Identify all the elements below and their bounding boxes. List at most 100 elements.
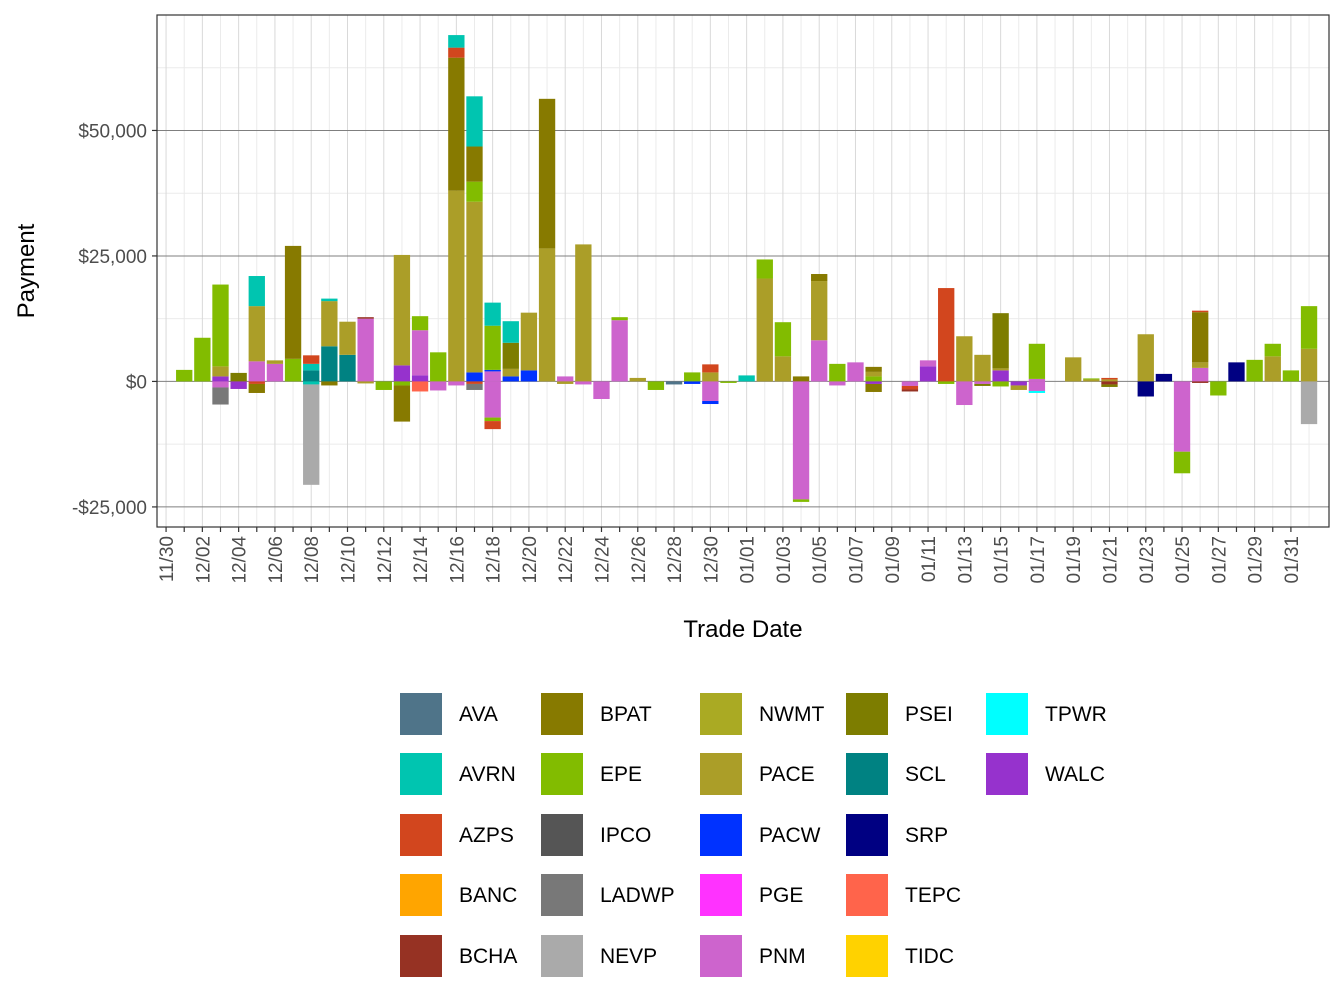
legend-label: IPCO	[600, 824, 651, 847]
bar-segment-pnm-01-25	[1173, 381, 1191, 452]
bar-segment-walc-01-11	[919, 366, 937, 382]
legend-item-psei: PSEI	[846, 693, 953, 735]
legend-label: AZPS	[459, 824, 514, 847]
x-tick-label: 12/14	[411, 536, 432, 584]
y-tick-label: -$25,000	[72, 498, 147, 519]
bar-segment-psei-01-15	[992, 313, 1009, 369]
bar-segment-tpwr-01-17	[1028, 390, 1046, 393]
legend-swatch	[541, 693, 583, 735]
x-tick-label: 12/30	[701, 536, 722, 584]
plot-panel-background	[157, 15, 1329, 527]
bar-segment-epe-01-31	[1282, 370, 1300, 382]
bar-segment-psei-12-04	[230, 372, 247, 382]
bar-segment-pace-01-23	[1137, 334, 1154, 382]
bar-segment-epe-01-06	[829, 363, 846, 382]
x-tick-label: 01/09	[883, 536, 904, 584]
bar-segment-bpat-12-21	[538, 98, 556, 249]
legend-label: LADWP	[600, 884, 675, 907]
bar-segment-bpat-01-05	[811, 274, 828, 282]
bar-segment-scl-12-10	[339, 354, 356, 382]
x-tick-label: 12/24	[592, 536, 613, 584]
legend-swatch	[700, 753, 742, 795]
legend-swatch	[986, 693, 1028, 735]
bar-segment-bpat-12-05	[248, 383, 265, 393]
x-tick-label: 01/27	[1209, 536, 1230, 584]
bar-segment-pace-12-05	[248, 306, 265, 362]
bar-segment-epe-01-30	[1264, 343, 1281, 357]
legend-swatch	[700, 693, 742, 735]
bar-segment-pace-12-03	[212, 366, 229, 377]
bar-segment-pace-01-08	[865, 371, 882, 377]
bar-segment-epe-01-03	[774, 322, 792, 357]
bar-segment-pace-12-13	[393, 254, 411, 366]
bar-segment-pace-12-09	[321, 301, 338, 347]
bar-segment-avrn-12-05	[248, 276, 265, 307]
bar-segment-psei-01-14	[974, 383, 991, 386]
x-tick-label: 12/12	[375, 536, 396, 584]
legend-item-srp: SRP	[846, 814, 948, 856]
bar-segment-pace-01-26	[1192, 362, 1209, 368]
legend-label: PACE	[759, 763, 815, 786]
bars-layer	[176, 35, 1318, 502]
bar-segment-pace-12-30	[702, 372, 719, 382]
bar-segment-epe-12-15	[430, 352, 447, 382]
bar-segment-bpat-12-16	[448, 57, 465, 191]
bar-segment-pnm-12-24	[593, 381, 610, 399]
x-tick-label: 01/15	[992, 536, 1013, 584]
x-tick-label: 12/18	[484, 536, 505, 584]
legend-swatch	[846, 874, 888, 916]
legend-item-pge: PGE	[700, 874, 803, 916]
bar-segment-ladwp-12-03	[212, 387, 229, 405]
bar-segment-epe-01-29	[1246, 359, 1263, 382]
legend-item-walc: WALC	[986, 753, 1105, 795]
bar-segment-pnm-12-16	[448, 381, 465, 386]
bar-segment-avrn-01-01	[738, 375, 755, 382]
bar-segment-azps-01-21	[1101, 377, 1118, 380]
bar-segment-pnm-01-10	[901, 381, 919, 386]
x-tick-label: 01/31	[1282, 536, 1303, 584]
legend-item-tepc: TEPC	[846, 874, 961, 916]
bar-segment-pnm-12-14	[411, 330, 429, 376]
bar-segment-pace-01-20	[1083, 379, 1100, 382]
legend-label: TIDC	[905, 945, 954, 968]
legend-swatch	[846, 693, 888, 735]
bar-segment-epe-01-12	[938, 381, 955, 384]
bar-segment-epe-01-20	[1083, 378, 1100, 380]
bar-segment-scl-12-08	[303, 370, 320, 382]
bar-segment-ladwp-12-17	[466, 383, 483, 390]
y-axis-title: Payment	[13, 223, 40, 318]
legend-swatch	[400, 753, 442, 795]
bar-segment-pnm-12-22	[557, 376, 574, 382]
legend-label: WALC	[1045, 763, 1105, 786]
bar-segment-avrn-12-18	[484, 302, 501, 326]
legend-label: TEPC	[905, 884, 961, 907]
legend-item-ipco: IPCO	[541, 814, 651, 856]
legend-label: TPWR	[1045, 703, 1107, 726]
legend-swatch	[400, 935, 442, 977]
legend-swatch	[986, 753, 1028, 795]
x-tick-label: 12/02	[193, 536, 214, 584]
bar-segment-pace-12-17	[466, 201, 483, 373]
legend-label: SCL	[905, 763, 946, 786]
x-tick-label: 12/06	[266, 536, 287, 584]
x-tick-label: 12/04	[230, 536, 251, 584]
y-tick-label: $25,000	[78, 247, 147, 268]
legend-swatch	[541, 935, 583, 977]
bar-segment-epe-12-12	[375, 381, 392, 390]
bar-segment-epe-12-31	[720, 381, 737, 383]
legend-item-bcha: BCHA	[400, 935, 517, 977]
bar-segment-epe-12-18	[484, 325, 501, 370]
legend-label: BANC	[459, 884, 517, 907]
x-tick-label: 01/11	[919, 536, 940, 582]
bar-segment-pnm-12-30	[702, 381, 719, 402]
bar-segment-bcha-01-21	[1101, 381, 1118, 385]
bar-segment-azps-01-12	[938, 288, 955, 382]
bar-segment-epe-12-29	[684, 372, 701, 382]
bar-segment-pnm-01-11	[919, 360, 937, 367]
y-axis: -$25,000 $0 $25,000 $50,000	[72, 121, 157, 519]
bar-segment-bcha-12-11	[357, 317, 374, 319]
bar-segment-bpat-01-08	[865, 383, 882, 392]
bar-segment-pnm-12-06	[266, 363, 284, 382]
x-tick-label: 12/16	[447, 536, 468, 584]
